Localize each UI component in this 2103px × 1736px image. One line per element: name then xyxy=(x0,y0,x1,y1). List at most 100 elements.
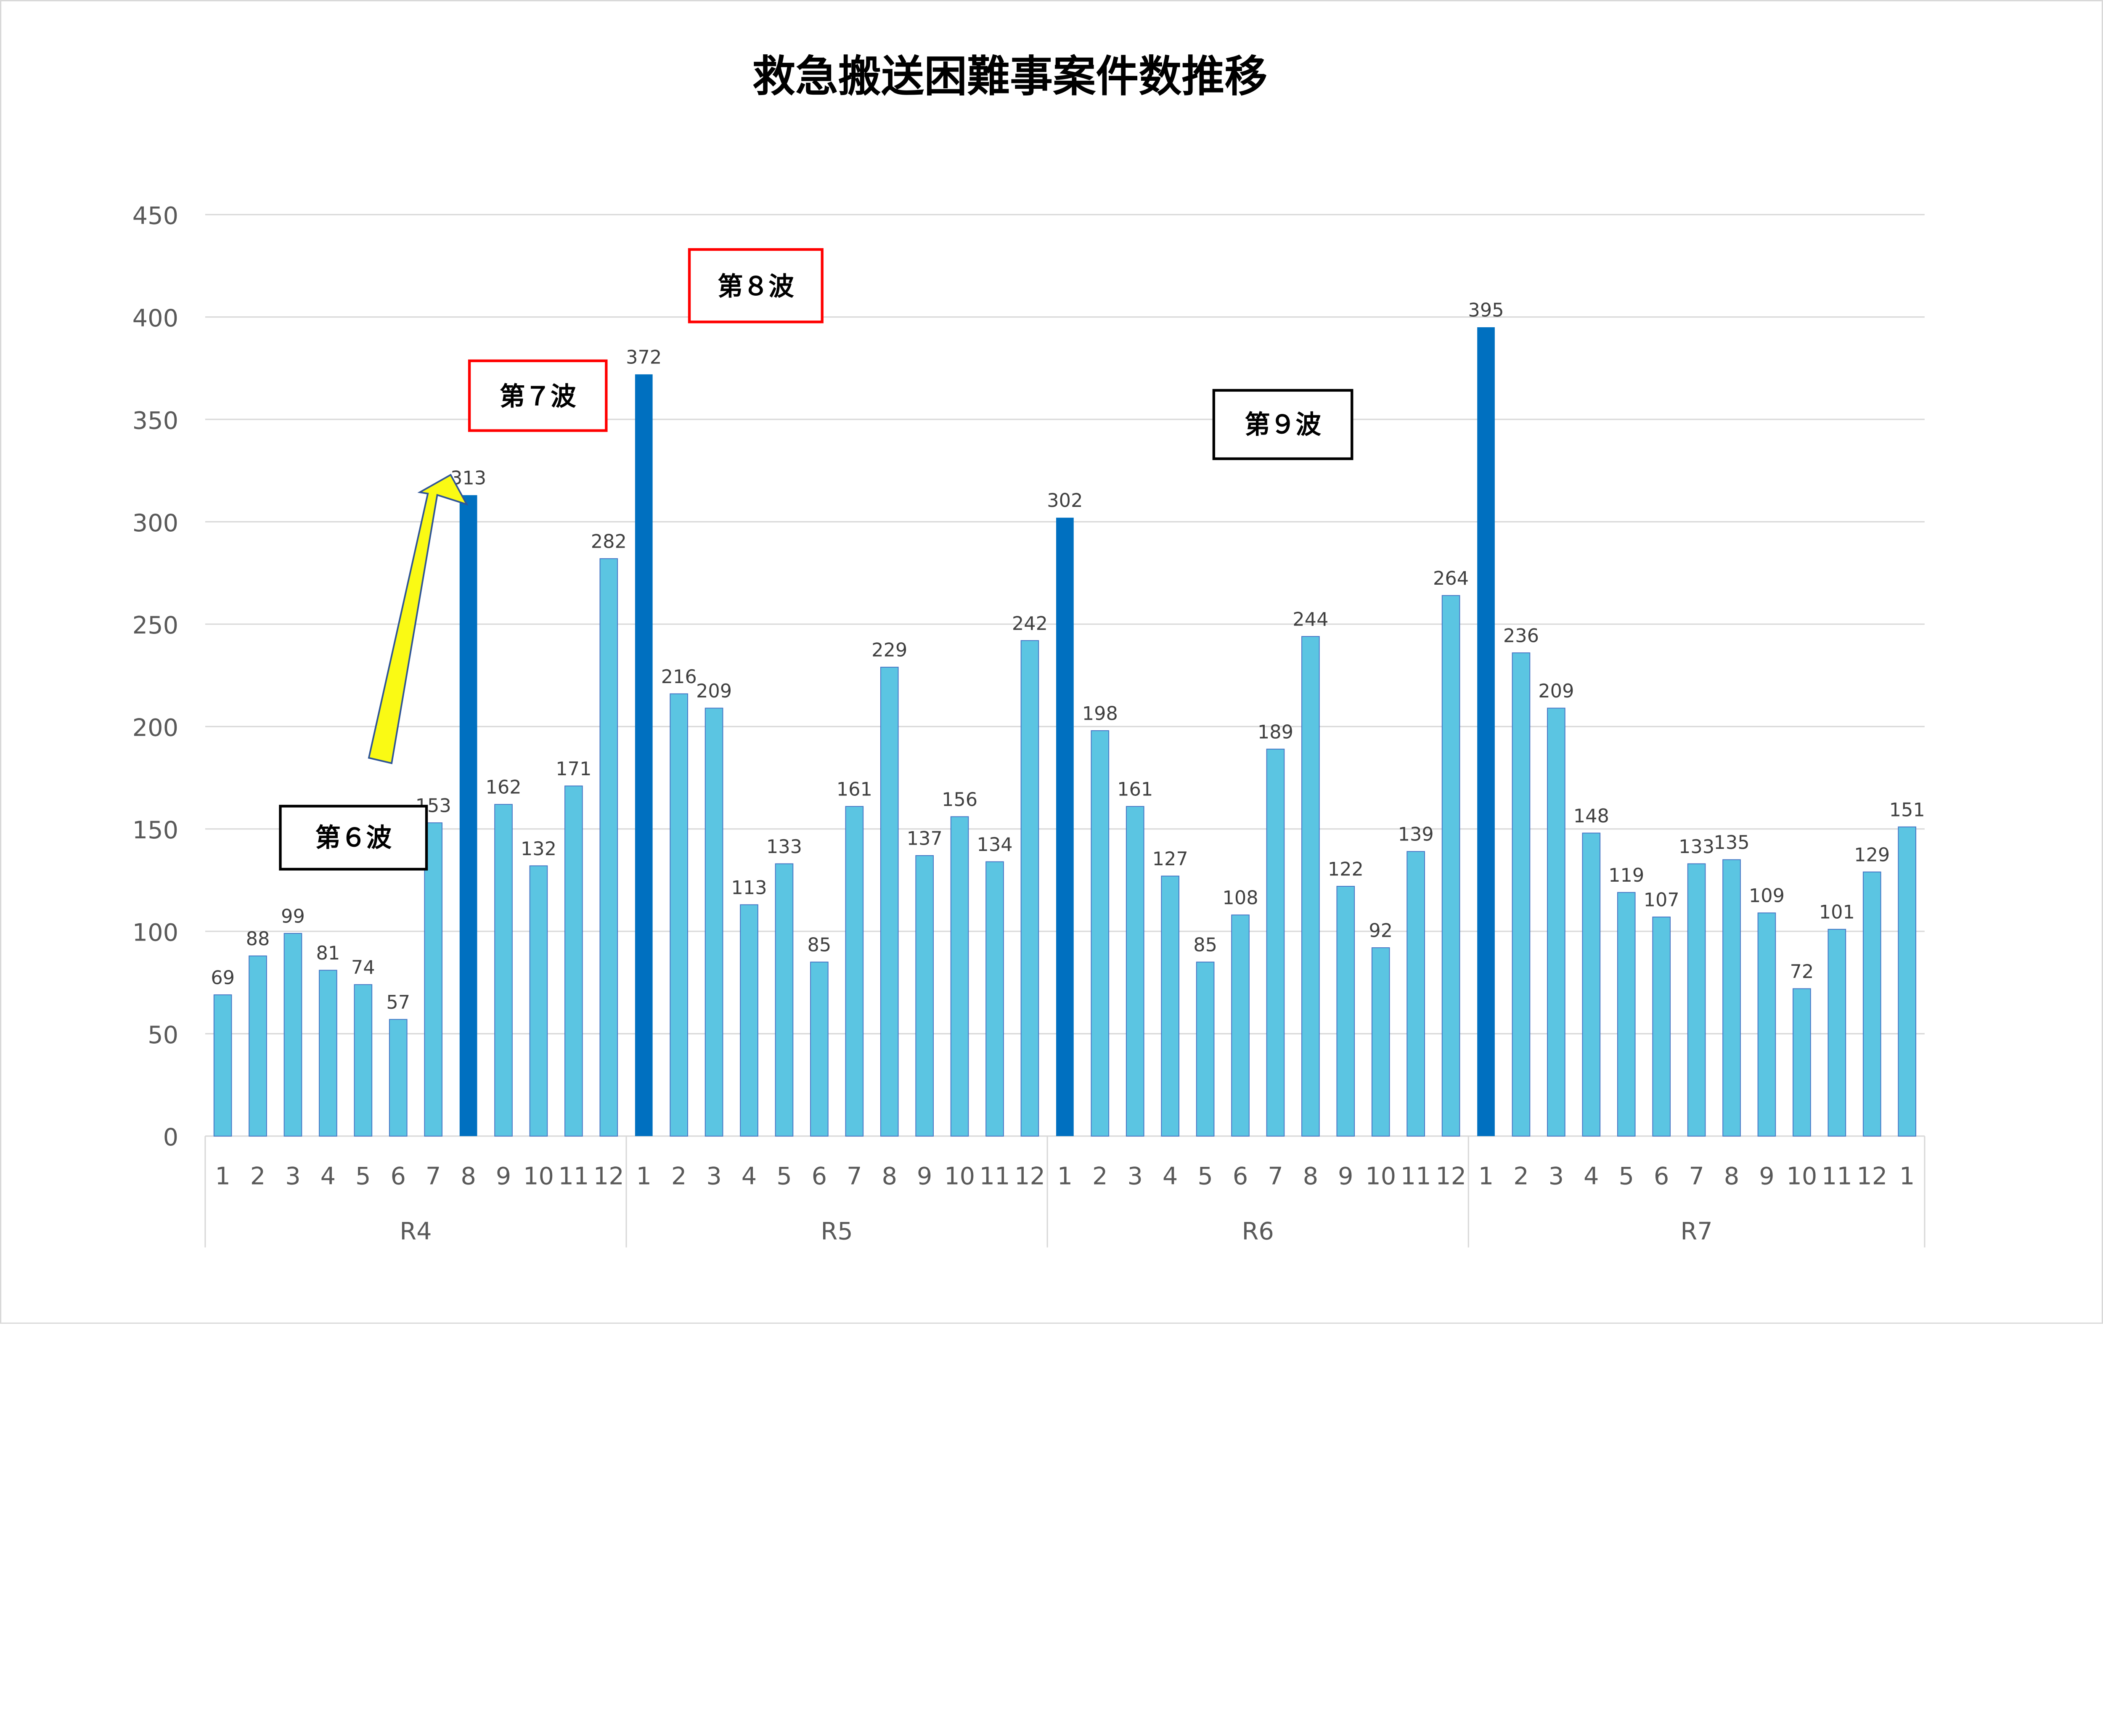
y-tick-label: 350 xyxy=(132,406,179,435)
data-label: 209 xyxy=(696,680,732,702)
data-label: 229 xyxy=(871,639,907,661)
bar xyxy=(635,374,653,1136)
bar xyxy=(529,865,548,1137)
data-label: 135 xyxy=(1714,832,1749,853)
bar xyxy=(915,855,934,1137)
x-tick-label: 2 xyxy=(671,1162,687,1190)
bar xyxy=(459,495,477,1136)
bar xyxy=(1687,863,1706,1137)
data-label: 99 xyxy=(281,905,305,927)
bar xyxy=(354,984,373,1137)
bar xyxy=(1406,851,1425,1137)
data-label: 133 xyxy=(1679,836,1714,858)
data-label: 242 xyxy=(1012,612,1048,634)
x-tick-label: 10 xyxy=(1786,1162,1817,1190)
data-label: 132 xyxy=(521,838,556,860)
bar xyxy=(1056,517,1074,1136)
x-tick-label: 11 xyxy=(980,1162,1010,1190)
y-tick-label: 450 xyxy=(132,202,179,230)
bar xyxy=(1547,708,1565,1137)
bar xyxy=(845,806,864,1137)
x-tick-label: 4 xyxy=(320,1162,336,1190)
x-tick-label: 3 xyxy=(1127,1162,1143,1190)
x-tick-label: 6 xyxy=(1654,1162,1669,1190)
data-label: 282 xyxy=(591,531,627,553)
data-label: 161 xyxy=(1117,779,1153,800)
bar xyxy=(1793,988,1811,1137)
bar xyxy=(1441,595,1460,1137)
bar xyxy=(249,955,267,1137)
bar xyxy=(494,804,513,1137)
bar xyxy=(950,816,969,1137)
annotation-box xyxy=(688,248,824,323)
x-tick-label: 3 xyxy=(1549,1162,1564,1190)
annotation-wave-9: 第９波 xyxy=(1212,389,1353,460)
bar xyxy=(1757,912,1776,1137)
data-label: 81 xyxy=(316,942,340,964)
data-label: 74 xyxy=(351,957,375,978)
bar xyxy=(389,1019,408,1137)
bar xyxy=(1020,640,1039,1137)
x-tick-label: 4 xyxy=(1584,1162,1599,1190)
x-tick-label: 12 xyxy=(1436,1162,1466,1190)
data-label: 129 xyxy=(1854,844,1890,866)
y-tick-label: 100 xyxy=(132,918,179,946)
x-tick-label: 6 xyxy=(812,1162,827,1190)
x-tick-label: 1 xyxy=(215,1162,230,1190)
data-label: 85 xyxy=(1193,934,1217,956)
bar xyxy=(1231,914,1250,1137)
data-label: 171 xyxy=(556,758,591,780)
x-tick-label: 2 xyxy=(250,1162,266,1190)
data-label: 162 xyxy=(485,777,521,798)
x-tick-label: 11 xyxy=(558,1162,589,1190)
annotation-label: 第８波 xyxy=(718,272,794,302)
bar xyxy=(880,667,899,1137)
annotation-wave-8: 第８波 xyxy=(688,248,824,323)
annotation-box xyxy=(468,359,608,432)
x-group-label: R5 xyxy=(821,1217,853,1245)
data-label: 113 xyxy=(731,877,767,898)
bar xyxy=(775,863,794,1137)
x-tick-label: 3 xyxy=(285,1162,301,1190)
x-tick-label: 4 xyxy=(1163,1162,1178,1190)
x-tick-label: 5 xyxy=(355,1162,371,1190)
data-label: 137 xyxy=(907,827,943,849)
x-tick-label: 1 xyxy=(1899,1162,1915,1190)
bar xyxy=(599,558,618,1137)
bar xyxy=(319,970,337,1137)
x-tick-label: 2 xyxy=(1092,1162,1108,1190)
data-label: 85 xyxy=(807,934,831,956)
x-tick-label: 10 xyxy=(944,1162,975,1190)
bar xyxy=(213,994,232,1137)
x-tick-label: 12 xyxy=(1857,1162,1887,1190)
data-label: 189 xyxy=(1258,721,1293,743)
bar-series: 6988998174571533131621321712823722162091… xyxy=(211,299,1925,1137)
bar xyxy=(1301,636,1320,1137)
bar xyxy=(1477,327,1495,1136)
x-tick-label: 2 xyxy=(1513,1162,1529,1190)
bar xyxy=(1266,748,1285,1137)
x-tick-label: 6 xyxy=(1233,1162,1248,1190)
x-tick-label: 11 xyxy=(1822,1162,1852,1190)
data-label: 122 xyxy=(1328,858,1364,880)
x-tick-label: 4 xyxy=(742,1162,757,1190)
x-tick-label: 10 xyxy=(1365,1162,1396,1190)
bar xyxy=(1898,826,1916,1137)
y-tick-label: 150 xyxy=(132,816,179,844)
x-tick-label: 8 xyxy=(1724,1162,1740,1190)
annotation-label: 第７波 xyxy=(500,382,576,411)
bar xyxy=(283,933,302,1137)
bar xyxy=(1828,929,1846,1137)
bar xyxy=(670,693,688,1137)
bar xyxy=(1196,962,1215,1137)
y-tick-label: 0 xyxy=(163,1123,179,1151)
data-label: 72 xyxy=(1790,961,1814,983)
x-tick-label: 1 xyxy=(1057,1162,1073,1190)
data-label: 264 xyxy=(1433,567,1469,589)
x-tick-label: 5 xyxy=(1618,1162,1634,1190)
bar xyxy=(424,822,442,1137)
bar xyxy=(1371,947,1390,1137)
data-label: 69 xyxy=(211,967,235,989)
data-label: 107 xyxy=(1644,889,1679,911)
